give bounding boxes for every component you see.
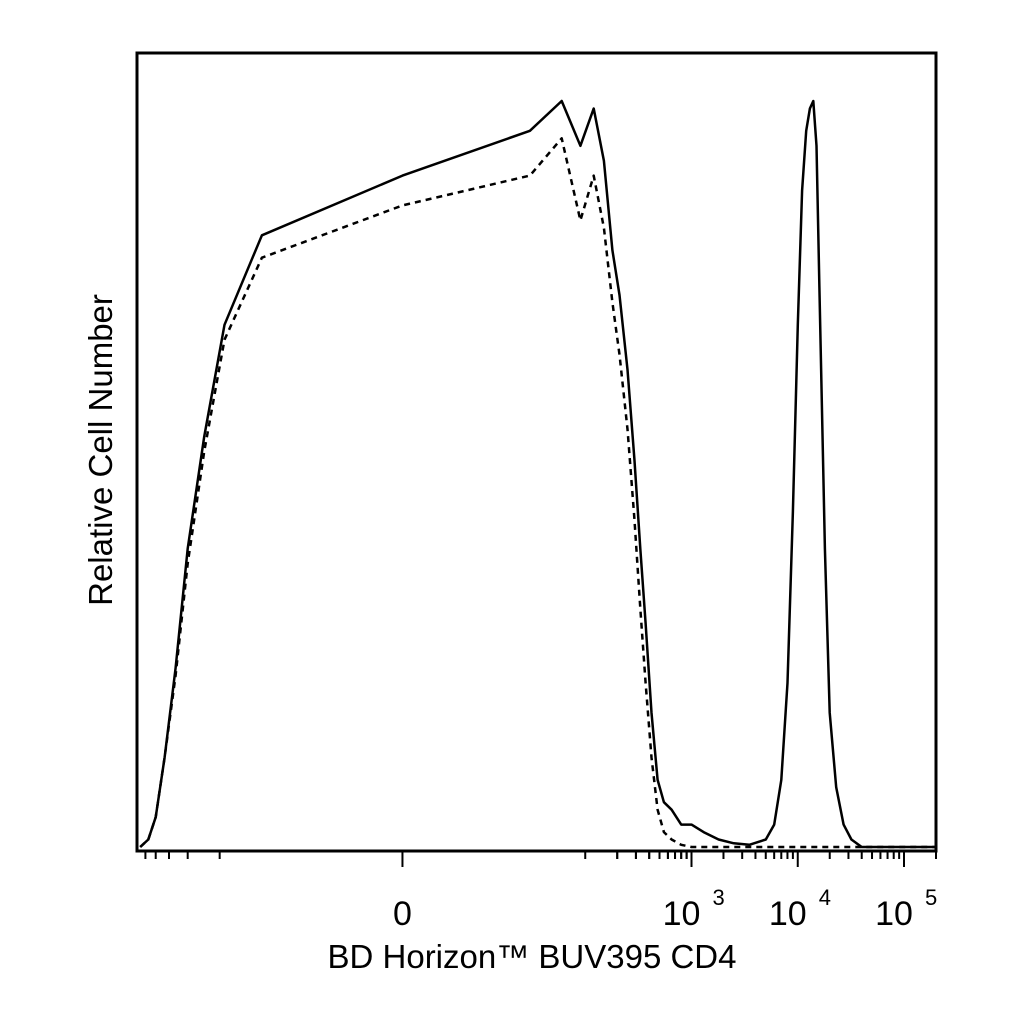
series-layer — [139, 99, 936, 849]
x-tick-labels: 0 10 3 10 4 10 5 — [393, 885, 937, 933]
isotype-control-curve — [139, 137, 936, 849]
x-tick-exponent: 3 — [712, 885, 724, 910]
x-tick-exponent: 4 — [819, 885, 831, 910]
x-tick-label: 0 — [393, 895, 412, 933]
x-tick-label: 10 — [769, 895, 807, 933]
x-tick-exponent: 5 — [925, 885, 937, 910]
y-axis-title: Relative Cell Number — [82, 294, 119, 606]
x-tick-label: 10 — [663, 895, 701, 933]
x-minor-ticks — [144, 851, 937, 867]
x-tick-label: 10 — [875, 895, 913, 933]
x-axis-title: BD Horizon™ BUV395 CD4 — [328, 938, 737, 975]
plot-frame — [135, 51, 938, 853]
stained-sample-curve — [139, 99, 936, 849]
